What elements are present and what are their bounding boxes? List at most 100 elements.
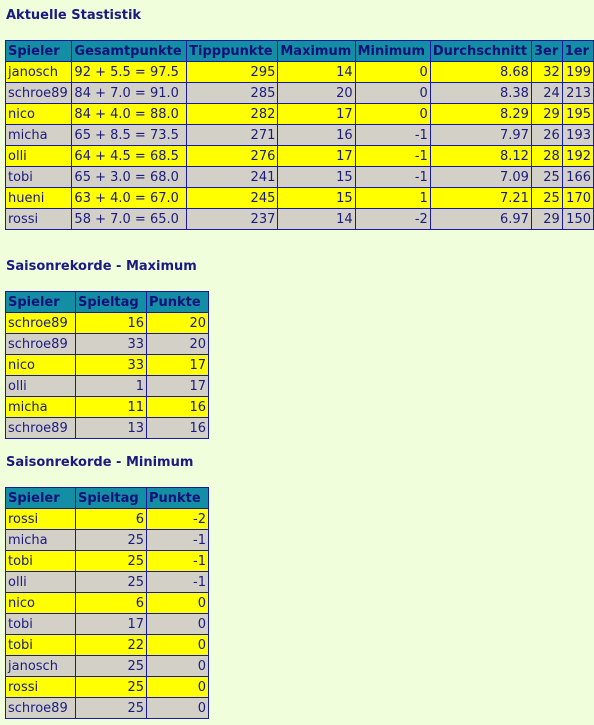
table-cell: 25 xyxy=(75,571,147,593)
table-cell: micha xyxy=(4,124,73,146)
table-row: schroe89 33 20 xyxy=(5,333,209,355)
table-cell: 58 + 7.0 = 65.0 xyxy=(71,208,188,230)
table-row: schroe89 84 + 7.0 = 91.0 285 20 0 8.38 24 213 xyxy=(4,82,594,104)
table-cell: 213 xyxy=(561,82,594,104)
table-cell: 25 xyxy=(75,655,147,677)
table-cell: 6 xyxy=(75,508,147,530)
table-cell: rossi xyxy=(4,208,73,230)
table-cell: 271 xyxy=(186,124,279,146)
max-records-table: Spieler Spieltag Punkte schroe89 16 20 schroe… xyxy=(5,291,209,439)
table-cell: tobi xyxy=(5,550,76,572)
table-cell: -1 xyxy=(146,550,209,572)
table-cell: olli xyxy=(5,571,76,593)
table-cell: 25 xyxy=(530,166,563,188)
table-row: schroe89 13 16 xyxy=(5,417,209,439)
table-cell: 25 xyxy=(530,187,563,209)
min-records-title: Saisonrekorde - Minimum xyxy=(6,455,194,470)
table-cell: 32 xyxy=(530,61,563,83)
table-cell: schroe89 xyxy=(5,333,76,355)
table-cell: 6 xyxy=(75,592,147,614)
table-cell: 17 xyxy=(277,103,356,125)
column-header: Spieltag xyxy=(75,487,147,509)
table-cell: 25 xyxy=(75,697,147,719)
table-cell: 0 xyxy=(146,676,209,698)
table-cell: -2 xyxy=(354,208,431,230)
column-header: Gesamtpunkte xyxy=(71,40,188,62)
table-cell: 15 xyxy=(277,166,356,188)
table-cell: janosch xyxy=(5,655,76,677)
table-cell: 0 xyxy=(354,103,431,125)
table-cell: 285 xyxy=(186,82,279,104)
table-cell: 8.68 xyxy=(429,61,532,83)
table-row: olli 25 -1 xyxy=(5,571,209,593)
table-cell: -1 xyxy=(354,166,431,188)
table-cell: 8.38 xyxy=(429,82,532,104)
max-records-title: Saisonrekorde - Maximum xyxy=(6,259,197,274)
table-cell: 1 xyxy=(354,187,431,209)
table-cell: schroe89 xyxy=(5,417,76,439)
table-cell: -1 xyxy=(354,145,431,167)
table-row: tobi 65 + 3.0 = 68.0 241 15 -1 7.09 25 166 xyxy=(4,166,594,188)
table-row: tobi 25 -1 xyxy=(5,550,209,572)
table-cell: 65 + 3.0 = 68.0 xyxy=(71,166,188,188)
table-cell: 245 xyxy=(186,187,279,209)
table-cell: 13 xyxy=(75,417,147,439)
table-cell: 6.97 xyxy=(429,208,532,230)
table-cell: 0 xyxy=(146,655,209,677)
table-cell: 17 xyxy=(75,613,147,635)
table-cell: 25 xyxy=(75,529,147,551)
min-records-table: Spieler Spieltag Punkte rossi 6 -2 micha 25 -1 t… xyxy=(5,487,209,719)
table-cell: 28 xyxy=(530,145,563,167)
table-row: micha 65 + 8.5 = 73.5 271 16 -1 7.97 26 193 xyxy=(4,124,594,146)
table-row: micha 25 -1 xyxy=(5,529,209,551)
table-cell: 17 xyxy=(277,145,356,167)
table-cell: 33 xyxy=(75,354,147,376)
table-cell: 170 xyxy=(561,187,594,209)
table-cell: 25 xyxy=(75,550,147,572)
column-header: Spieltag xyxy=(75,291,147,313)
column-header: Maximum xyxy=(277,40,356,62)
table-cell: 8.12 xyxy=(429,145,532,167)
table-row: janosch 92 + 5.5 = 97.5 295 14 0 8.68 32 199 xyxy=(4,61,594,83)
table-row: schroe89 25 0 xyxy=(5,697,209,719)
table-cell: 14 xyxy=(277,61,356,83)
table-cell: nico xyxy=(5,354,76,376)
table-cell: 26 xyxy=(530,124,563,146)
table-cell: 16 xyxy=(75,312,147,334)
table-cell: 84 + 4.0 = 88.0 xyxy=(71,103,188,125)
table-cell: 150 xyxy=(561,208,594,230)
table-cell: schroe89 xyxy=(4,82,73,104)
column-header: 3er xyxy=(530,40,563,62)
table-cell: 20 xyxy=(277,82,356,104)
table-cell: 7.09 xyxy=(429,166,532,188)
column-header: Tipppunkte xyxy=(186,40,279,62)
table-cell: 0 xyxy=(146,697,209,719)
column-header: Spieler xyxy=(5,291,76,313)
table-row: olli 64 + 4.5 = 68.5 276 17 -1 8.12 28 192 xyxy=(4,145,594,167)
table-cell: -1 xyxy=(146,571,209,593)
column-header: Spieler xyxy=(4,40,73,62)
table-row: janosch 25 0 xyxy=(5,655,209,677)
table-row: nico 33 17 xyxy=(5,354,209,376)
table-cell: 0 xyxy=(146,592,209,614)
table-cell: 92 + 5.5 = 97.5 xyxy=(71,61,188,83)
table-cell: 11 xyxy=(75,396,147,418)
table-cell: schroe89 xyxy=(5,697,76,719)
table-row: tobi 17 0 xyxy=(5,613,209,635)
table-cell: 20 xyxy=(146,333,209,355)
table-cell: 282 xyxy=(186,103,279,125)
table-cell: schroe89 xyxy=(5,312,76,334)
table-cell: micha xyxy=(5,529,76,551)
table-cell: 295 xyxy=(186,61,279,83)
table-cell: 65 + 8.5 = 73.5 xyxy=(71,124,188,146)
table-cell: 20 xyxy=(146,312,209,334)
table-cell: 16 xyxy=(146,417,209,439)
table-row: rossi 25 0 xyxy=(5,676,209,698)
table-row: rossi 58 + 7.0 = 65.0 237 14 -2 6.97 29 150 xyxy=(4,208,594,230)
table-cell: 17 xyxy=(146,354,209,376)
table-cell: 16 xyxy=(146,396,209,418)
column-header: Minimum xyxy=(354,40,431,62)
table-cell: 17 xyxy=(146,375,209,397)
column-header: Spieler xyxy=(5,487,76,509)
table-cell: olli xyxy=(4,145,73,167)
